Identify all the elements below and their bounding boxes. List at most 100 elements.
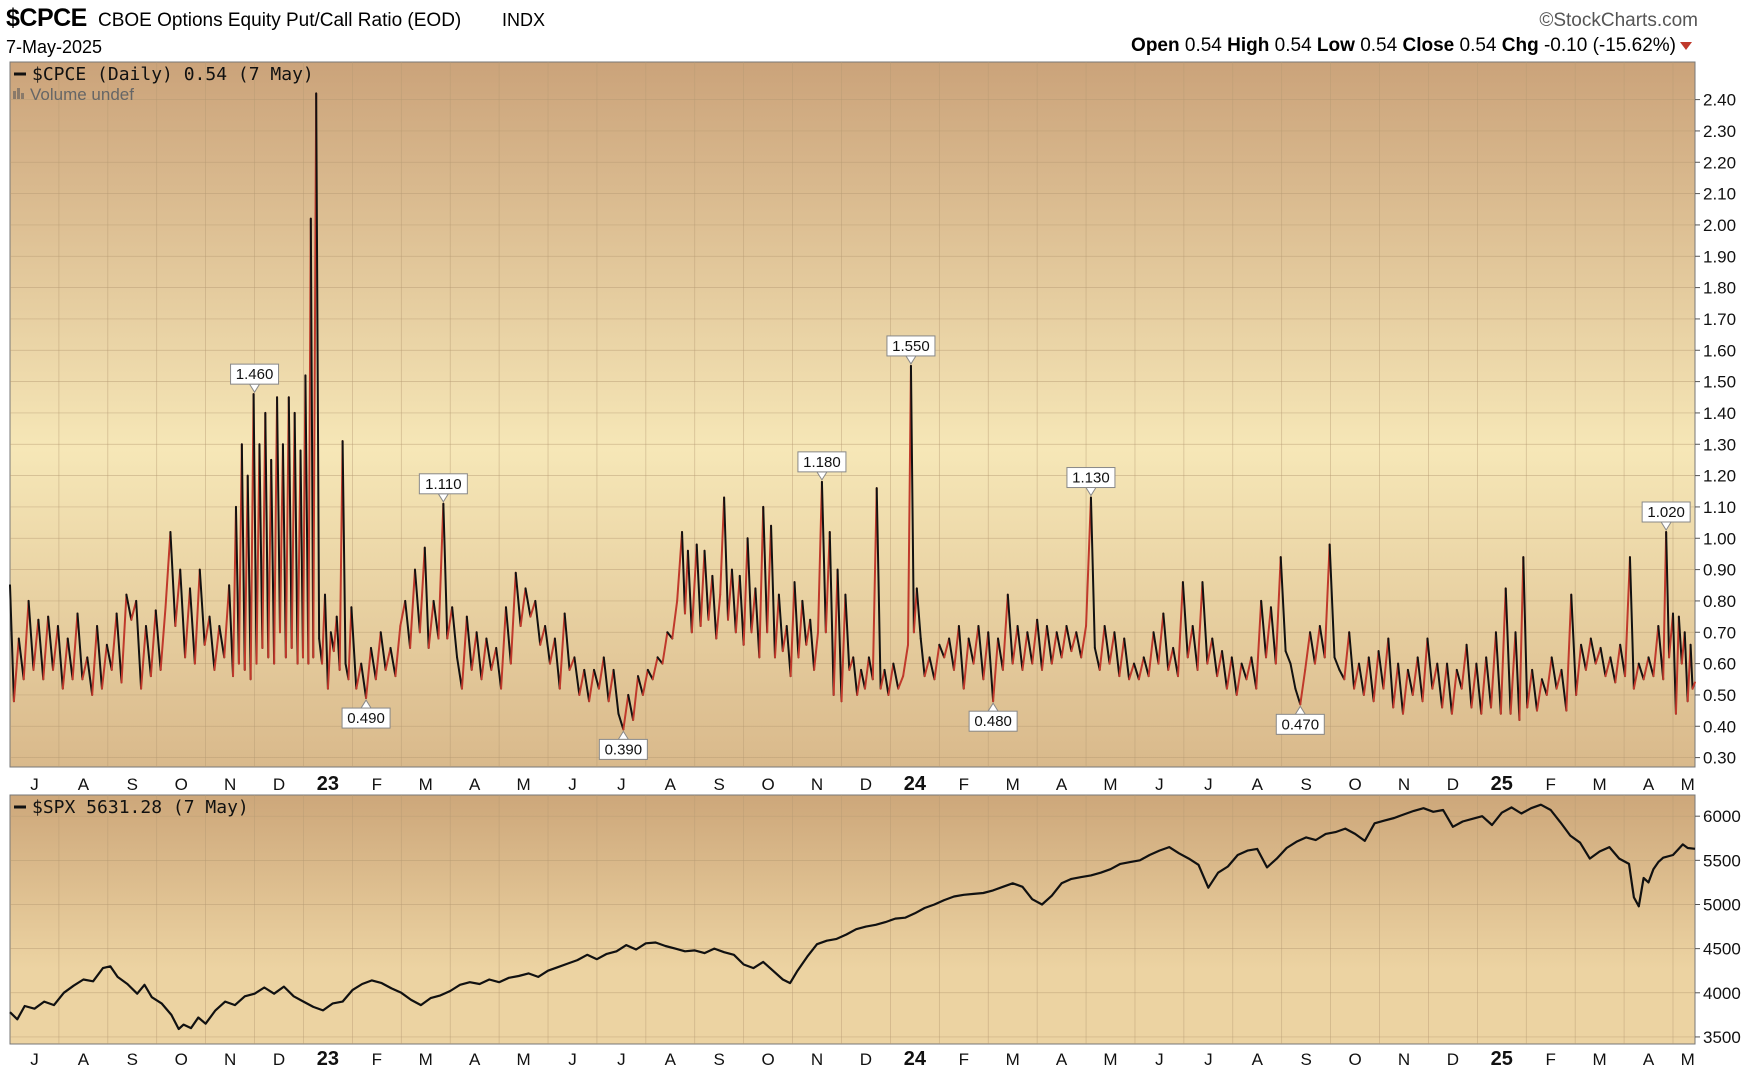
x-tick-label: 24	[904, 1048, 927, 1070]
series-segment	[892, 662, 900, 690]
x-tick-label: M	[1103, 1050, 1117, 1069]
volume-bar-icon	[21, 93, 24, 99]
series-segment	[544, 625, 551, 665]
low-value: 0.54	[1360, 35, 1398, 56]
series-segment	[1031, 618, 1039, 665]
series-segment	[1080, 625, 1088, 659]
series-segment	[948, 637, 955, 671]
series-segment	[287, 396, 293, 649]
series-segment	[1536, 678, 1543, 712]
series-segment	[1514, 631, 1521, 721]
series-segment	[863, 656, 870, 690]
series-segment	[972, 625, 980, 665]
series-segment	[120, 593, 128, 684]
series-segment	[750, 587, 757, 634]
series-segment	[1269, 606, 1277, 665]
series-segment	[1152, 631, 1160, 665]
callout-box	[1275, 713, 1325, 735]
series-segment	[369, 646, 377, 681]
series-segment	[1309, 631, 1316, 665]
series-segment	[607, 668, 615, 703]
callout-label: 0.480	[974, 713, 1012, 730]
series-segment	[360, 662, 368, 700]
series-segment	[413, 568, 421, 634]
legend-title: $SPX 5631.28 (7 May)	[32, 797, 249, 818]
series-segment	[573, 656, 581, 696]
series-segment	[12, 637, 20, 703]
series-segment	[711, 574, 718, 640]
series-segment	[1665, 531, 1671, 659]
x-tick-label: O	[175, 1050, 188, 1069]
series-segment	[1624, 556, 1631, 678]
series-segment	[957, 625, 965, 690]
series-segment	[809, 618, 816, 671]
series-segment	[1619, 643, 1627, 678]
series-segment	[651, 656, 659, 681]
callout-label: 0.390	[605, 741, 643, 758]
series-segment	[583, 668, 591, 703]
series-segment	[1089, 496, 1096, 649]
series-segment	[777, 593, 784, 653]
series-segment	[1225, 656, 1233, 690]
series-segment	[1604, 656, 1612, 678]
x-tick-label: F	[372, 775, 382, 794]
series-segment	[1470, 662, 1478, 709]
series-segment	[1196, 581, 1204, 671]
series-segment	[1021, 631, 1029, 671]
series-segment	[719, 496, 726, 596]
y-tick-label: 5000	[1703, 895, 1741, 914]
callout-label: 1.550	[892, 338, 930, 355]
series-segment	[1421, 637, 1429, 703]
series-segment	[164, 531, 172, 609]
series-segment	[563, 612, 571, 671]
series-segment	[1683, 631, 1689, 703]
annotation-callout: 1.020	[1641, 501, 1691, 531]
brand-label[interactable]: ©StockCharts.com	[1539, 10, 1698, 32]
series-segment	[374, 631, 382, 681]
series-segment	[9, 584, 15, 703]
series-segment	[852, 656, 859, 696]
brand-text: StockCharts.com	[1553, 10, 1698, 31]
legend-title: $CPCE (Daily) 0.54 (7 May)	[32, 64, 314, 85]
series-segment	[1509, 631, 1517, 715]
series-segment	[293, 411, 299, 665]
callout-box	[1641, 501, 1691, 523]
y-tick-label: 1.60	[1703, 341, 1736, 360]
y-tick-label: 0.40	[1703, 717, 1736, 736]
series-segment	[1441, 662, 1449, 709]
series-segment	[446, 606, 454, 640]
series-segment	[1353, 662, 1360, 690]
series-segment	[1026, 631, 1034, 665]
x-tick-label: 25	[1491, 773, 1513, 795]
series-segment	[1098, 625, 1106, 671]
series-segment	[997, 637, 1004, 671]
x-tick-label: S	[127, 1050, 138, 1069]
series-segment	[315, 92, 321, 640]
x-tick-label: N	[1398, 1050, 1410, 1069]
callout-label: 1.110	[425, 476, 461, 493]
open-label: Open	[1131, 35, 1180, 56]
series-segment	[1545, 656, 1553, 696]
series-segment	[1460, 643, 1468, 690]
x-tick-label: M	[1006, 775, 1020, 794]
series-segment	[681, 531, 686, 615]
callout-box	[1066, 467, 1116, 489]
series-segment	[723, 496, 730, 621]
series-segment	[568, 656, 576, 671]
y-tick-label: 2.10	[1703, 185, 1736, 204]
series-segment	[987, 631, 995, 703]
series-segment	[1377, 650, 1385, 690]
series-segment	[323, 593, 329, 690]
series-segment	[1201, 581, 1209, 665]
series-segment	[602, 656, 610, 703]
series-segment	[423, 546, 430, 649]
series-segment	[276, 396, 281, 634]
series-segment	[1006, 593, 1014, 665]
series-segment	[832, 568, 839, 696]
series-segment	[952, 625, 960, 671]
series-segment	[1157, 612, 1165, 665]
series-segment	[919, 637, 926, 678]
series-segment	[355, 662, 363, 690]
